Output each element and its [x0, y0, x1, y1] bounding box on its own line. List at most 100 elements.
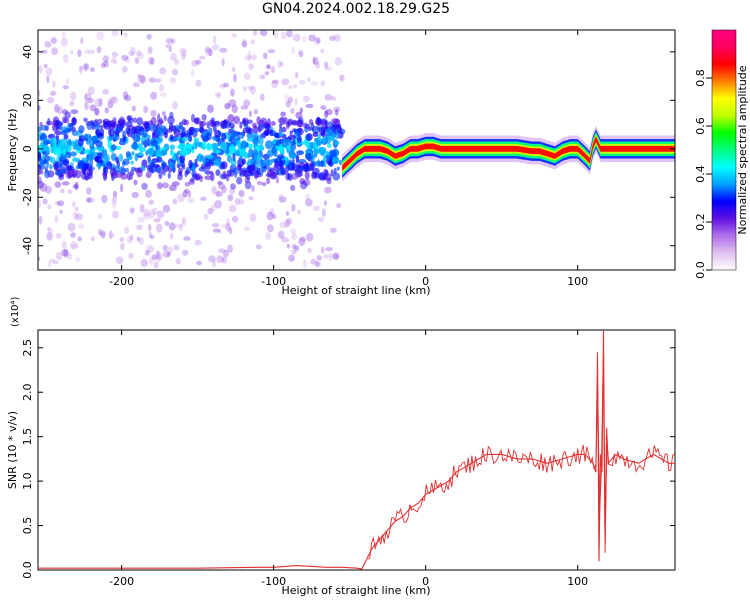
spectrogram-blob	[89, 104, 97, 112]
spectrogram-blob	[107, 139, 112, 149]
spectrogram-blob	[266, 211, 274, 221]
spectrogram-blob	[177, 193, 185, 203]
spectrogram-blob	[60, 130, 67, 136]
spectrogram-blob	[195, 141, 203, 147]
spectrogram-blob	[220, 223, 228, 229]
spectrogram-blob	[44, 41, 52, 48]
spectrogram-blob	[178, 170, 182, 177]
spectrogram-blob	[249, 195, 253, 201]
spectrogram-blob	[214, 129, 222, 138]
spectrogram-blob	[78, 125, 85, 134]
spectrogram-blob	[238, 190, 245, 198]
spectrogram-blob	[286, 217, 293, 225]
spectrogram-blob	[214, 92, 222, 97]
spectrogram-blob	[212, 144, 217, 154]
spectrogram-blob	[189, 177, 195, 183]
spectrogram-blob	[126, 236, 133, 244]
spectrogram-blob	[188, 159, 193, 169]
spectrogram-blob	[137, 73, 141, 79]
spectrogram-blob	[208, 48, 213, 57]
spectrogram-blob	[226, 155, 233, 163]
spectrogram-blob	[219, 141, 228, 151]
spectrogram-blob	[312, 56, 316, 65]
spectrogram-blob	[228, 99, 237, 108]
spectrogram-blob	[187, 190, 192, 198]
spectrogram-blob	[184, 170, 188, 178]
spectrogram-blob	[231, 67, 236, 72]
spectrogram-blob	[86, 197, 92, 203]
spectrogram-blob	[246, 55, 252, 61]
spectrogram-blob	[252, 122, 257, 128]
spectrogram-blob	[110, 144, 117, 151]
spectrogram-blob	[312, 205, 320, 211]
spectrogram-blob	[323, 200, 327, 206]
spectrogram-blob	[221, 132, 227, 141]
spectrogram-blob	[228, 122, 235, 129]
spectrogram-blob	[94, 118, 98, 123]
spectrogram-blob	[219, 47, 228, 53]
colorbar-tick-label: 0.6	[694, 117, 707, 135]
spectrogram-blob	[95, 129, 99, 136]
spectrogram-blob	[38, 215, 43, 225]
spectrogram-blob	[259, 74, 266, 80]
spectrogram-blob	[298, 50, 304, 58]
spectrogram-blob	[123, 32, 128, 38]
spectrogram-blob	[133, 82, 140, 88]
spectrogram-blob	[265, 232, 271, 241]
spectrogram-y-tick-label: 20	[21, 93, 34, 107]
spectrogram-blob	[194, 239, 202, 246]
spectrogram-blob	[313, 37, 320, 45]
spectrogram-blob	[291, 243, 297, 249]
spectrogram-blob	[57, 106, 63, 115]
spectrogram-blob	[131, 191, 139, 199]
spectrogram-blob	[137, 52, 144, 59]
spectrogram-blob	[86, 121, 93, 131]
spectrogram-blob	[60, 188, 65, 194]
spectrogram-blob	[136, 168, 143, 178]
spectrogram-blob	[305, 152, 313, 161]
spectrogram-blob	[261, 182, 267, 187]
spectrogram-blob	[286, 163, 293, 170]
spectrogram-blob	[191, 113, 195, 123]
spectrogram-blob	[212, 228, 221, 233]
spectrogram-blob	[150, 57, 155, 65]
spectrogram-blob	[324, 121, 328, 129]
spectrogram-blob	[305, 123, 310, 129]
spectrogram-blob	[200, 196, 207, 201]
spectrogram-blob	[181, 217, 186, 225]
spectrogram-blob	[155, 144, 159, 151]
spectrogram-blob	[112, 210, 119, 219]
spectrogram-blob	[171, 164, 175, 171]
spectrogram-blob	[146, 33, 152, 40]
spectrogram-blob	[155, 223, 163, 233]
spectrogram-blob	[167, 116, 175, 125]
spectrogram-blob	[150, 234, 155, 239]
spectrogram-blob	[59, 209, 63, 214]
snr-x-tick-label: -100	[261, 575, 286, 588]
spectrogram-blob	[305, 133, 313, 141]
spectrogram-blob	[169, 77, 177, 84]
spectrogram-blob	[99, 230, 106, 237]
spectrogram-blob	[163, 115, 167, 122]
spectrogram-blob	[133, 129, 139, 134]
spectrogram-blob	[158, 170, 163, 180]
spectrogram-blob	[266, 128, 273, 134]
spectrogram-blob	[147, 223, 152, 232]
spectrogram-blob	[216, 255, 225, 264]
spectrogram-blob	[253, 109, 258, 115]
spectrogram-blob	[74, 181, 79, 191]
snr-y-tick-label: 1.5	[21, 428, 34, 446]
spectrogram-blob	[70, 50, 74, 55]
spectrogram-blob	[231, 132, 238, 138]
spectrogram-blob	[182, 190, 188, 198]
snr-y-tick-label: 1.0	[21, 472, 34, 490]
spectrogram-blob	[83, 63, 90, 71]
spectrogram-blob	[69, 101, 75, 106]
spectrogram-blob	[333, 34, 341, 42]
spectrogram-blob	[59, 168, 67, 174]
spectrogram-blob	[259, 158, 264, 165]
spectrogram-blob	[143, 105, 149, 114]
spectrogram-blob	[174, 58, 180, 65]
spectrogram-blob	[155, 250, 160, 259]
spectrogram-blob	[321, 137, 326, 144]
